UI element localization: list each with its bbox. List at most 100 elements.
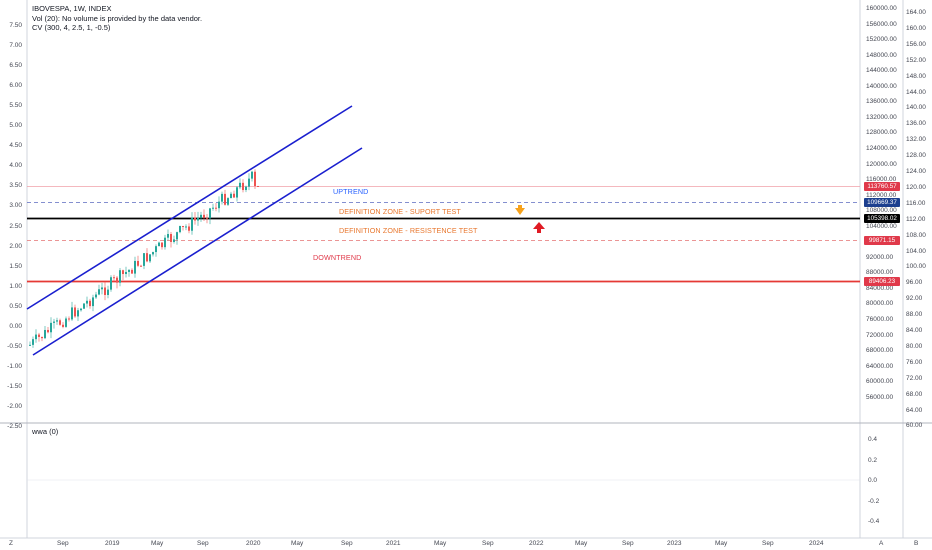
price-axis-tick: 160000.00 [866, 5, 897, 12]
left-axis-tick: 1.50 [9, 262, 22, 270]
time-axis-tick: Sep [482, 540, 494, 547]
price-axis-tick: 140000.00 [866, 82, 897, 90]
candle-body [113, 277, 115, 279]
candle-body [248, 178, 250, 187]
time-axis-tick: May [575, 540, 588, 547]
price-axis-tick: 76000.00 [866, 316, 894, 323]
channel-lower-line[interactable] [32, 147, 363, 356]
left-axis-tick: 7.00 [9, 42, 22, 50]
time-axis-tick: 2024 [809, 540, 824, 547]
candle-body [155, 246, 157, 253]
left-axis-tick: 2.00 [9, 242, 22, 250]
pane2-axis-tick: -0.2 [868, 497, 880, 505]
right-axis-tick: 160.00 [906, 24, 926, 32]
zoom-button[interactable]: Z [9, 540, 13, 547]
downtrend-label[interactable]: DOWNTREND [313, 253, 362, 262]
candle-body [146, 253, 148, 262]
price-axis-tick: 144000.00 [866, 67, 897, 75]
candle-body [200, 214, 202, 218]
price-axis-tick: 56000.00 [866, 393, 894, 401]
wwa-indicator-label[interactable]: wwa (0) [32, 427, 59, 436]
candle-body [152, 252, 154, 255]
candle-body [74, 307, 76, 317]
candle-body [224, 193, 226, 205]
candle-body [215, 207, 217, 209]
price-tag: 113760.57 [864, 182, 900, 191]
right-axis-tick: 140.00 [906, 104, 926, 112]
price-axis-tick: 84000.00 [866, 284, 894, 292]
right-axis-tick: 96.00 [906, 279, 923, 287]
support-arrow-icon [515, 205, 525, 215]
price-axis-tick: 156000.00 [866, 20, 897, 28]
right-axis-tick: 76.00 [906, 358, 923, 366]
right-axis-tick: 88.00 [906, 311, 923, 319]
left-axis-tick: 5.50 [9, 102, 22, 110]
candle-body [251, 171, 253, 179]
candle-body [68, 318, 70, 320]
right-axis-tick: 112.00 [906, 215, 926, 223]
candle-body [128, 269, 130, 272]
candle-body [221, 193, 223, 202]
right-axis-tick: 148.00 [906, 72, 926, 80]
time-axis-tick: 2023 [667, 540, 682, 547]
right-axis-tick: 132.00 [906, 136, 926, 144]
pane2-axis-tick: 0.2 [868, 456, 878, 464]
pane2-axis-tick: 0.4 [868, 436, 878, 443]
time-axis-tick: May [291, 540, 304, 547]
candle-body [212, 207, 214, 209]
time-axis-tick: 2021 [386, 540, 401, 547]
right-axis-tick: 128.00 [906, 152, 926, 160]
auto-scale-button[interactable]: A [879, 540, 884, 547]
candle-body [167, 234, 169, 238]
candle-body [119, 270, 121, 283]
candle-body [41, 336, 43, 339]
left-axis-tick: -1.00 [7, 362, 22, 370]
scale-b-button[interactable]: B [914, 540, 919, 547]
left-axis-tick: -1.50 [7, 382, 22, 390]
symbol-title[interactable]: IBOVESPA, 1W, INDEX [32, 4, 112, 13]
time-axis-tick: May [715, 540, 728, 547]
price-axis-tick: 80000.00 [866, 300, 894, 308]
price-axis-tick: 108000.00 [866, 207, 897, 215]
left-axis-tick: -2.00 [7, 402, 22, 410]
price-tag: 105398.02 [864, 214, 900, 223]
price-axis-tick: 152000.00 [866, 36, 897, 44]
candle-body [104, 287, 106, 295]
candle-body [86, 300, 88, 304]
candle-body [140, 265, 142, 267]
price-axis-tick: 148000.00 [866, 51, 897, 59]
volume-indicator-label[interactable]: Vol (20): No volume is provided by the d… [32, 13, 203, 23]
candle-body [176, 232, 178, 240]
cv-indicator-label[interactable]: CV (300, 4, 2.5, 1, -0.5) [32, 23, 111, 32]
uptrend-label[interactable]: UPTREND [333, 187, 369, 196]
price-axis-tick: 60000.00 [866, 378, 894, 386]
price-axis-tick: 120000.00 [866, 160, 897, 168]
candle-body [107, 289, 109, 295]
price-tag: 109669.37 [864, 198, 900, 207]
channel-upper-line[interactable] [26, 105, 353, 310]
right-axis-tick: 120.00 [906, 183, 926, 191]
candle-body [59, 320, 61, 325]
right-axis-tick: 100.00 [906, 263, 926, 271]
left-axis-tick: 0.00 [9, 322, 22, 330]
support-zone-label[interactable]: DEFINITION ZONE - SUPORT TEST [339, 207, 461, 216]
candle-body [122, 270, 124, 275]
left-axis-tick: 5.00 [9, 122, 22, 130]
candle-body [164, 237, 166, 248]
price-axis-tick: 128000.00 [866, 129, 897, 137]
left-axis-tick: -2.50 [7, 423, 22, 430]
right-axis-tick: 104.00 [906, 247, 926, 255]
price-axis-tick: 92000.00 [866, 253, 894, 261]
candle-body [29, 344, 31, 346]
right-axis-tick: 108.00 [906, 231, 926, 239]
candle-body [95, 294, 97, 298]
candle-body [134, 260, 136, 274]
price-axis-tick: 116000.00 [866, 176, 897, 184]
price-tag: 99871.15 [864, 236, 900, 245]
candle-body [254, 171, 256, 186]
time-axis-tick: Sep [57, 540, 69, 547]
resistance-zone-label[interactable]: DEFINITION ZONE - RESISTENCE TEST [339, 226, 478, 235]
candle-body [242, 182, 244, 191]
right-axis-tick: 60.00 [906, 422, 923, 430]
